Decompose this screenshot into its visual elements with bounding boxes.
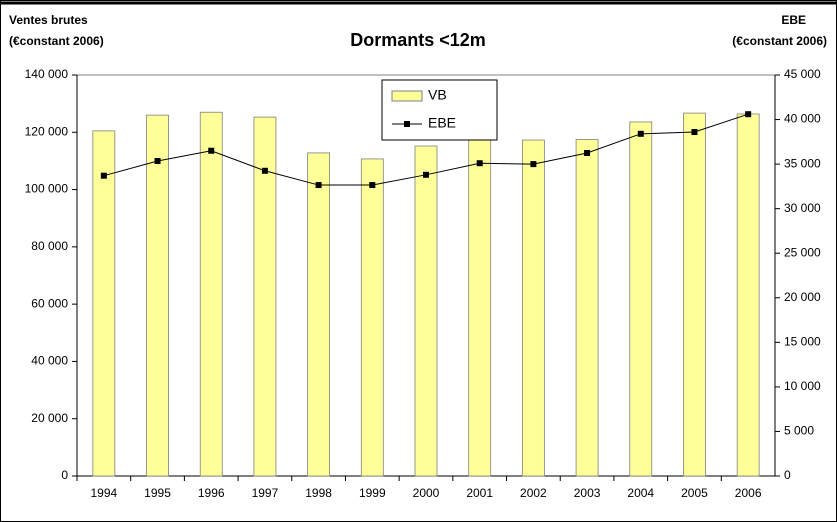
x-tick-label: 1999 [359,486,386,500]
point [154,157,161,164]
point [476,160,483,167]
x-tick-label: 2006 [735,486,762,500]
y2-tick-label: 25 000 [784,245,821,259]
point [691,129,698,136]
x-tick-label: 2001 [466,486,493,500]
x-tick-label: 1994 [90,486,117,500]
y-tick-label: 40 000 [31,354,68,368]
y-label: Ventes brutes [9,13,88,27]
legend-box [381,79,498,141]
y2-tick-label: 45 000 [784,67,821,81]
x-tick-label: 1996 [198,486,225,500]
y2-tick-label: 10 000 [784,379,821,393]
point [423,171,429,178]
point [261,167,268,174]
bar [199,111,223,477]
bar [468,137,492,477]
y2-tick-label: 5 000 [784,424,814,438]
y-tick-label: 60 000 [31,296,68,310]
y2-label: (€constant 2006) [732,34,827,48]
x-tick-label: 2005 [681,486,708,500]
x-tick-label: 1995 [144,486,171,500]
y-tick-label: 80 000 [31,239,68,253]
x-tick-label: 1998 [305,486,332,500]
chart-title: Dormants <12m [350,30,486,50]
y-tick-label: 100 000 [25,182,69,196]
x-tick-label: 1997 [252,486,279,500]
bar [92,130,116,477]
bar [146,114,169,477]
bar [521,139,545,477]
point [745,111,752,118]
point [584,149,591,156]
y-tick-label: 140 000 [25,67,69,81]
x-tick-label: 2004 [627,486,654,500]
y2-tick-label: 15 000 [784,335,821,349]
y2-label: EBE [781,13,806,27]
bar [360,158,384,477]
bar [683,112,706,477]
y2-tick-label: 30 000 [784,201,821,215]
point [100,172,107,179]
x-tick-label: 2002 [520,486,547,500]
y2-tick-label: 0 [784,468,791,482]
bar [414,145,438,477]
point [315,182,322,189]
y-tick-label: 20 000 [31,411,68,425]
legend-label: EBE [428,115,456,131]
y-tick-label: 120 000 [25,124,69,138]
y-label: (€constant 2006) [9,34,104,48]
bar [307,152,331,477]
bar [575,139,599,477]
bar [736,113,760,477]
legend-label: VB [428,87,447,103]
bar [629,121,653,477]
point [530,161,537,168]
y-tick-label: 0 [61,468,68,482]
point [637,130,644,137]
y2-tick-label: 20 000 [784,290,821,304]
point [208,147,215,154]
y2-tick-label: 40 000 [784,112,821,126]
point [369,182,376,189]
bar [253,116,277,477]
legend-swatch [391,90,423,102]
x-tick-label: 2003 [574,486,601,500]
y2-tick-label: 35 000 [784,156,821,170]
x-tick-label: 2000 [413,486,440,500]
legend-marker [404,121,410,127]
